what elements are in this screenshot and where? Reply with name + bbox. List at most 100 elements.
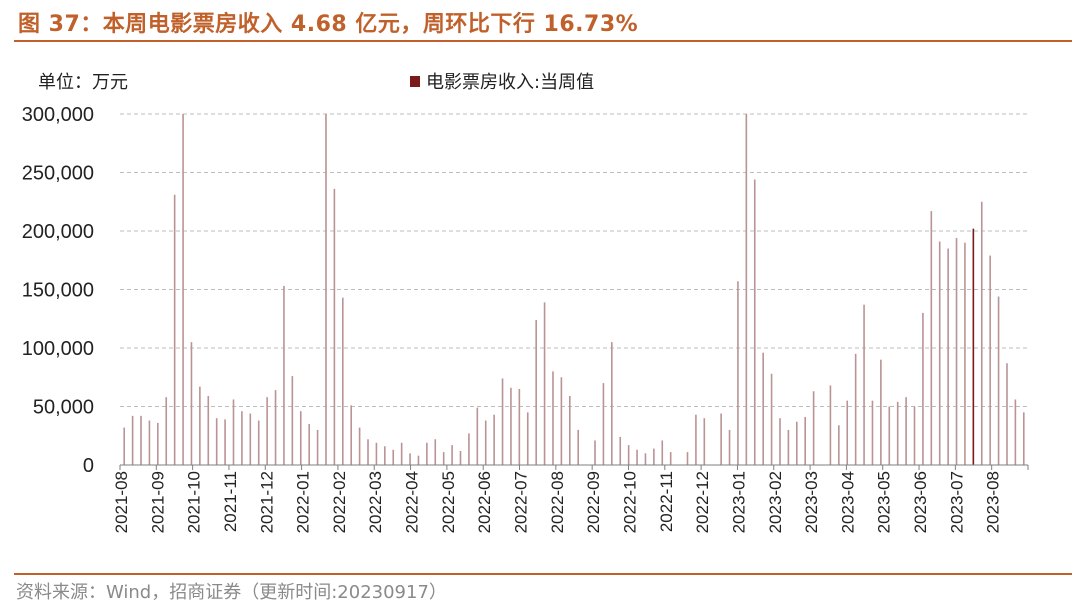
x-tick-label: 2021-08 bbox=[112, 471, 131, 533]
bar bbox=[367, 439, 369, 465]
bar bbox=[922, 312, 924, 465]
bar bbox=[392, 449, 395, 465]
legend: 电影票房收入:当周值 bbox=[410, 68, 594, 94]
bar bbox=[569, 395, 571, 465]
bar bbox=[283, 285, 285, 465]
bar bbox=[165, 397, 168, 465]
bar bbox=[409, 453, 411, 465]
bar bbox=[173, 194, 176, 466]
bar bbox=[703, 418, 706, 465]
bar bbox=[854, 353, 857, 465]
bar bbox=[938, 241, 941, 465]
figure-title: 图 37：本周电影票房收入 4.68 亿元，周环比下行 16.73% bbox=[18, 12, 639, 37]
y-tick-label: 100,000 bbox=[22, 338, 94, 360]
bar bbox=[863, 304, 865, 465]
bar bbox=[316, 429, 319, 465]
bar bbox=[796, 421, 798, 465]
bar bbox=[249, 413, 252, 465]
bar bbox=[526, 412, 529, 465]
bar bbox=[838, 425, 840, 465]
bar bbox=[358, 427, 361, 465]
bar bbox=[291, 376, 294, 465]
x-tick-label: 2023-06 bbox=[911, 471, 930, 533]
bar bbox=[980, 201, 983, 465]
bar bbox=[140, 415, 142, 465]
bar bbox=[745, 114, 748, 465]
bar bbox=[148, 420, 151, 465]
bar bbox=[880, 359, 882, 465]
bar bbox=[241, 411, 243, 465]
x-tick-label: 2022-10 bbox=[620, 471, 639, 533]
bar bbox=[930, 211, 933, 465]
bar bbox=[400, 442, 403, 465]
bar bbox=[913, 406, 916, 465]
bar bbox=[510, 387, 512, 465]
x-tick-label: 2023-05 bbox=[875, 471, 894, 533]
bar bbox=[653, 448, 655, 465]
box-office-chart: 0 50,000 100,000 150,000 200,000 250,000 300,0… bbox=[22, 104, 1029, 533]
x-tick-label: 2022-08 bbox=[548, 471, 567, 533]
x-tick-label: 2023-01 bbox=[729, 471, 748, 533]
bar bbox=[753, 179, 756, 465]
bar bbox=[812, 391, 815, 465]
bar bbox=[442, 452, 445, 465]
bar bbox=[619, 436, 622, 465]
bar bbox=[417, 455, 420, 465]
x-tick-label: 2021-10 bbox=[185, 471, 204, 533]
bar bbox=[728, 429, 731, 465]
unit-label: 单位：万元 bbox=[38, 72, 128, 93]
bar bbox=[611, 342, 613, 465]
y-tick-label: 50,000 bbox=[33, 397, 94, 419]
bar bbox=[997, 296, 1000, 465]
bar bbox=[257, 420, 260, 465]
bar bbox=[627, 445, 630, 465]
bar bbox=[232, 399, 235, 465]
bar bbox=[770, 373, 773, 465]
bar bbox=[560, 377, 563, 465]
bar bbox=[1006, 363, 1008, 465]
bar bbox=[947, 248, 949, 465]
x-tick-label: 2023-08 bbox=[984, 471, 1003, 533]
bar bbox=[384, 446, 386, 465]
bar bbox=[501, 378, 504, 465]
bar bbox=[190, 342, 193, 465]
x-tick-label: 2022-07 bbox=[512, 471, 531, 533]
bar bbox=[1023, 412, 1025, 465]
bar bbox=[661, 440, 664, 465]
bar bbox=[493, 414, 495, 465]
x-tick-label: 2022-09 bbox=[584, 471, 603, 533]
bar bbox=[224, 419, 226, 465]
bar bbox=[686, 452, 689, 465]
x-tick-label: 2022-11 bbox=[657, 471, 676, 532]
bar bbox=[535, 319, 537, 465]
bar bbox=[215, 418, 218, 465]
bar bbox=[350, 405, 352, 465]
bar bbox=[594, 440, 596, 465]
bar bbox=[266, 397, 268, 465]
bar bbox=[375, 442, 378, 465]
bar bbox=[207, 395, 210, 465]
bar bbox=[325, 114, 327, 465]
bar bbox=[804, 417, 806, 465]
bar bbox=[1014, 399, 1017, 465]
x-tick-label: 2021-11 bbox=[221, 471, 240, 532]
bar bbox=[896, 401, 899, 465]
bar bbox=[577, 429, 579, 465]
bar bbox=[333, 188, 336, 465]
x-tick-label: 2023-04 bbox=[838, 471, 857, 533]
bar bbox=[182, 114, 184, 465]
source-note: 资料来源：Wind，招商证券（更新时间:20230917） bbox=[16, 582, 447, 603]
x-tick-label: 2022-04 bbox=[403, 471, 422, 533]
bar bbox=[199, 386, 201, 465]
title-divider bbox=[14, 40, 1072, 42]
bar bbox=[476, 407, 479, 465]
x-tick-label: 2022-06 bbox=[475, 471, 494, 533]
bar bbox=[737, 281, 739, 465]
bar bbox=[972, 228, 975, 465]
bar bbox=[518, 388, 521, 465]
bar bbox=[308, 424, 310, 465]
bar bbox=[720, 413, 722, 465]
bar bbox=[846, 400, 849, 465]
bar bbox=[459, 450, 462, 465]
bar bbox=[299, 411, 302, 465]
